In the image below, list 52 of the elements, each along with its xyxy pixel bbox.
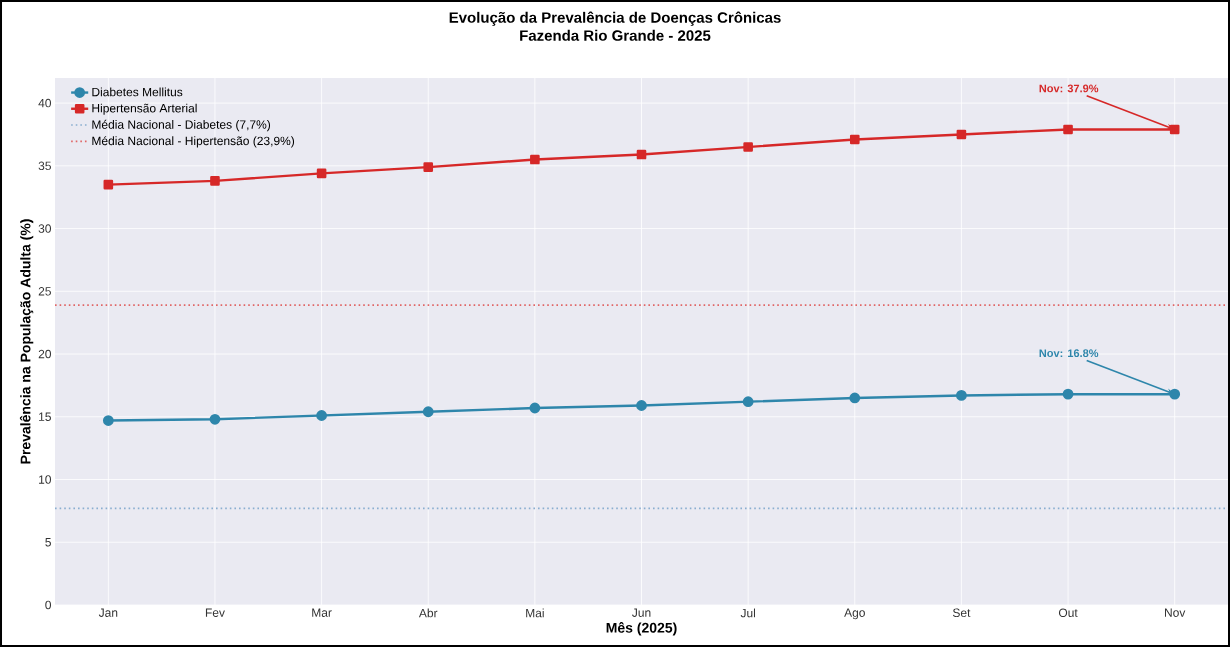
x-tick-label: Nov [1165, 608, 1186, 617]
point [102, 415, 114, 426]
x-tick-label: Abr [418, 608, 438, 618]
legend-label: Média Nacional - Hipertensão (23,9%) [92, 136, 295, 148]
point [209, 413, 221, 425]
annotation: Nov: 37.9% [1039, 84, 1099, 93]
point [636, 149, 647, 160]
point [1169, 124, 1180, 135]
point [422, 406, 434, 418]
point [743, 142, 753, 152]
point [103, 179, 114, 190]
y-tick-label: 40 [38, 98, 52, 108]
y-tick-label: 35 [38, 161, 51, 171]
y-tick-label: 25 [38, 287, 51, 296]
point [1062, 388, 1074, 400]
y-tick-label: 5 [45, 538, 51, 547]
x-tick-label: Mai [526, 608, 544, 618]
legend-label: Diabetes Mellitus [92, 87, 183, 97]
point [1169, 388, 1181, 400]
point [529, 402, 541, 414]
point [423, 162, 434, 172]
point [210, 176, 220, 186]
y-tick-label: 0 [45, 600, 52, 610]
x-tick-label: Jul [740, 608, 756, 618]
annotation: Nov: 16.8% [1039, 349, 1099, 358]
legend-label: Média Nacional - Diabetes (7,7%) [92, 119, 271, 132]
x-tick-label: Jan [98, 608, 118, 617]
x-axis-title: Mês (2025) [606, 622, 677, 636]
y-tick-label: 30 [38, 224, 52, 233]
point [1063, 124, 1073, 135]
point [636, 400, 647, 411]
x-tick-label: Ago [844, 608, 865, 620]
point [530, 154, 540, 165]
point [316, 168, 327, 179]
point [316, 410, 327, 421]
x-tick-label: Fev [205, 608, 225, 617]
y-tick-label: 15 [39, 412, 51, 421]
y-tick-label: 10 [39, 475, 52, 484]
point [849, 134, 860, 145]
x-tick-label: Jun [632, 608, 651, 617]
legend-label: Hipertensão Arterial [92, 103, 197, 115]
x-tick-label: Out [1058, 608, 1078, 618]
chart-title: Evolução da Prevalência de Doenças Crônicas [449, 11, 781, 26]
point [956, 390, 967, 401]
x-tick-label: Set [952, 608, 971, 618]
point [849, 392, 861, 404]
y-axis-title: Prevalência na População Adulta (%) [19, 219, 34, 464]
chart-subtitle: Fazenda Rio Grande - 2025 [520, 29, 711, 41]
x-tick-label: Mar [312, 608, 332, 617]
point [742, 396, 754, 408]
point [956, 129, 967, 140]
y-tick-label: 20 [38, 349, 52, 359]
